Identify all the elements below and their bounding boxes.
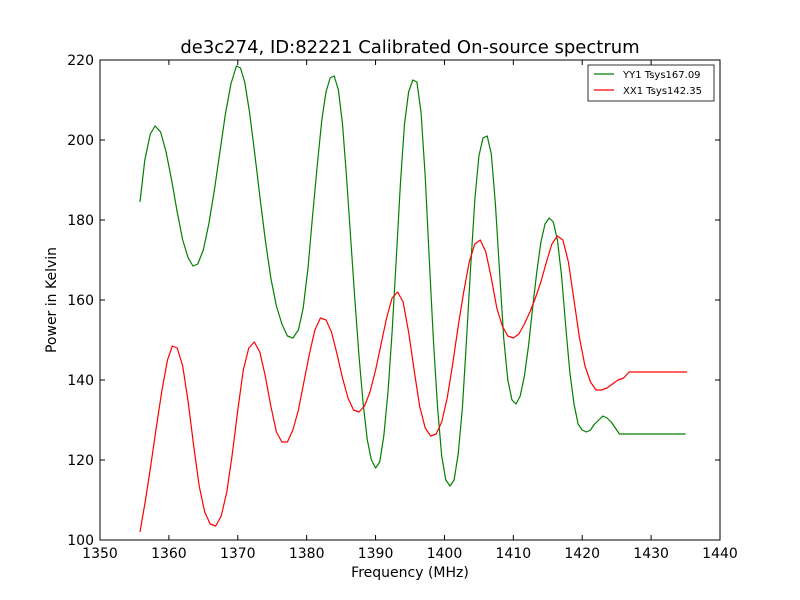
y-tick-label: 160 <box>67 293 94 309</box>
x-tick-label: 1380 <box>289 546 325 562</box>
legend-box <box>587 64 715 102</box>
x-axis-label: Frequency (MHz) <box>351 565 469 581</box>
series-layer <box>139 65 687 533</box>
y-axis-label: Power in Kelvin <box>44 247 60 353</box>
y-tick-label: 200 <box>67 133 94 149</box>
x-tick-label: 1410 <box>496 546 532 562</box>
y-tick-label: 220 <box>67 53 94 69</box>
x-tick-label: 1360 <box>151 546 187 562</box>
chart-title: de3c274, ID:82221 Calibrated On-source s… <box>180 37 639 58</box>
x-tick-label: 1430 <box>633 546 669 562</box>
y-tick-label: 120 <box>67 453 94 469</box>
legend-label-1: XX1 Tsys142.35 <box>623 86 702 97</box>
y-tick-label: 180 <box>67 213 94 229</box>
y-tick-label: 140 <box>67 373 94 389</box>
y-axis-ticks: 100 120 140 160 180 200 220 <box>67 53 720 549</box>
x-tick-label: 1440 <box>702 546 738 562</box>
x-axis-ticks: 1350 1360 1370 1380 1390 1400 1410 1420 1430 1440 <box>82 60 738 562</box>
series-line-0 <box>139 65 686 487</box>
x-tick-label: 1350 <box>82 546 118 562</box>
x-tick-label: 1400 <box>427 546 463 562</box>
series-line-1 <box>139 235 687 533</box>
x-tick-label: 1370 <box>220 546 256 562</box>
x-tick-label: 1420 <box>564 546 600 562</box>
y-tick-label: 100 <box>67 533 94 549</box>
legend: YY1 Tsys167.09 XX1 Tsys142.35 <box>587 64 715 102</box>
x-tick-label: 1390 <box>358 546 394 562</box>
legend-label-0: YY1 Tsys167.09 <box>622 70 701 81</box>
